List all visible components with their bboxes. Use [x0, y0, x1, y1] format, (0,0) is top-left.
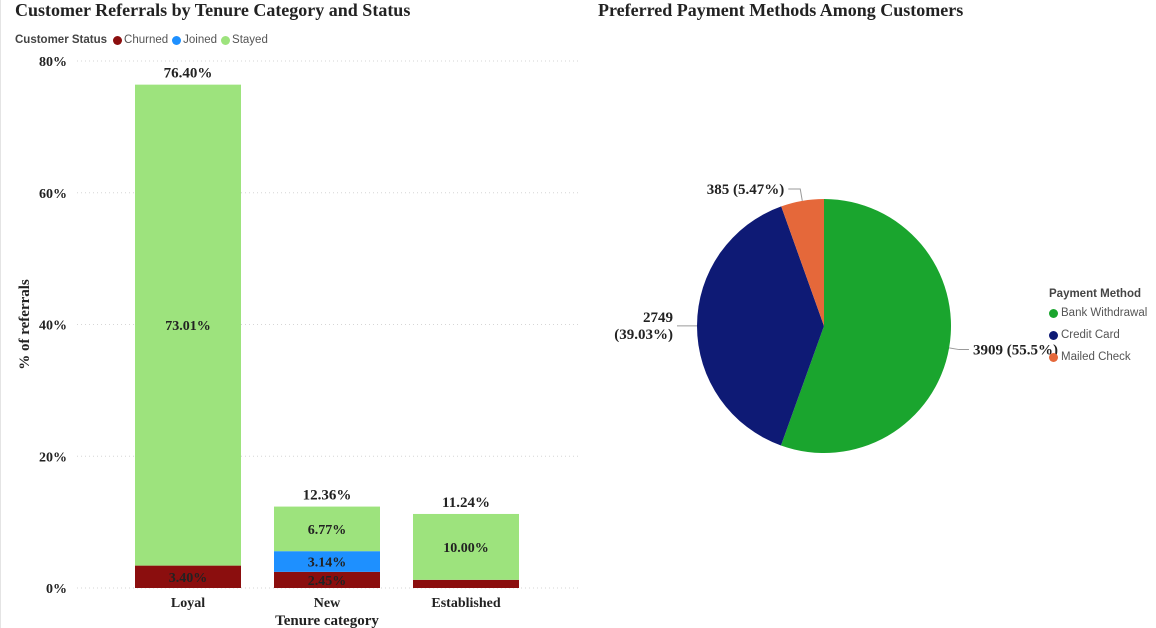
legend-title: Payment Method [1049, 288, 1142, 300]
pie-chart: 3909 (55.5%) 2749(39.03%) 385 (5.47%) [614, 182, 1058, 453]
mailed-check-dot-icon [1049, 352, 1058, 362]
x-tick-label: Loyal [171, 596, 205, 611]
legend-label: Credit Card [1061, 329, 1120, 341]
payment-method-legend: Payment Method Bank Withdrawal Credit Ca… [1049, 286, 1155, 368]
total-label: 12.36% [303, 488, 352, 504]
legend-item-credit-card[interactable]: Credit Card [1049, 324, 1155, 346]
joined-dot-icon [172, 35, 182, 45]
legend-item-bank-withdrawal[interactable]: Bank Withdrawal [1049, 302, 1155, 324]
data-label: 3.40% [169, 571, 208, 586]
legend-title: Customer Status [15, 34, 108, 46]
data-label: 3.14% [308, 556, 347, 571]
bank-withdrawal-dot-icon [1049, 308, 1058, 318]
churned-dot-icon [113, 35, 123, 45]
payment-methods-chart-panel: Preferred Payment Methods Among Customer… [590, 0, 1156, 628]
legend-label: Stayed [232, 34, 268, 46]
stayed-dot-icon [221, 35, 231, 45]
slice-label-percent: (39.03%) [614, 327, 673, 343]
bar-segment-stayed [413, 513, 519, 580]
y-tick-label: 60% [39, 187, 67, 202]
data-label: 2.45% [308, 574, 347, 589]
y-tick-label: 40% [39, 319, 67, 334]
legend-label: Churned [124, 34, 169, 46]
pie-slice-credit-card [697, 206, 824, 446]
bar-segment-stayed [274, 506, 380, 552]
legend-label: Mailed Check [1061, 351, 1131, 363]
data-label: 73.01% [165, 319, 211, 334]
slice-label-value: 2749 [643, 310, 673, 326]
slice-label: 385 (5.47%) [707, 182, 785, 198]
y-tick-label: 20% [39, 450, 67, 465]
y-axis-label: % of referrals [17, 279, 33, 370]
legend-label: Bank Withdrawal [1061, 307, 1148, 319]
data-label: 6.77% [308, 523, 347, 538]
y-tick-label: 0% [46, 582, 67, 597]
pie-slice-mailed-check [781, 199, 824, 326]
credit-card-dot-icon [1049, 330, 1058, 340]
pie-slice-bank-withdrawal [780, 199, 951, 453]
bar-segment-churned [274, 571, 380, 588]
total-label: 76.40% [164, 66, 213, 82]
x-tick-label: New [314, 596, 341, 611]
bar-segment-churned [413, 579, 519, 588]
legend-label: Joined [183, 34, 218, 46]
bar-segment-stayed [135, 84, 241, 566]
x-axis-label: Tenure category [275, 613, 379, 628]
leader-line [788, 188, 803, 201]
legend-item-stayed[interactable]: Stayed [221, 34, 268, 46]
total-label: 11.24% [442, 495, 490, 511]
pie-chart-title: Preferred Payment Methods Among Customer… [598, 0, 964, 20]
stacked-bar-chart: 0% 20% 40% 60% 80% % of referrals 3.40% 73.01% 7… [17, 55, 579, 628]
bar-segment-churned [135, 565, 241, 588]
y-tick-label: 80% [39, 55, 67, 70]
customer-status-legend: Customer Status Churned Joined Stayed [15, 33, 268, 47]
legend-item-churned[interactable]: Churned [113, 34, 168, 46]
slice-label: 3909 (55.5%) [973, 343, 1058, 359]
leader-line [949, 347, 969, 351]
x-tick-label: Established [431, 596, 500, 611]
bar-segment-joined [274, 551, 380, 572]
bar-chart-title: Customer Referrals by Tenure Category an… [15, 0, 411, 20]
referrals-chart-panel: Customer Referrals by Tenure Category an… [0, 0, 579, 628]
legend-item-joined[interactable]: Joined [172, 34, 217, 46]
legend-item-mailed-check[interactable]: Mailed Check [1049, 346, 1155, 368]
data-label: 10.00% [443, 541, 489, 556]
